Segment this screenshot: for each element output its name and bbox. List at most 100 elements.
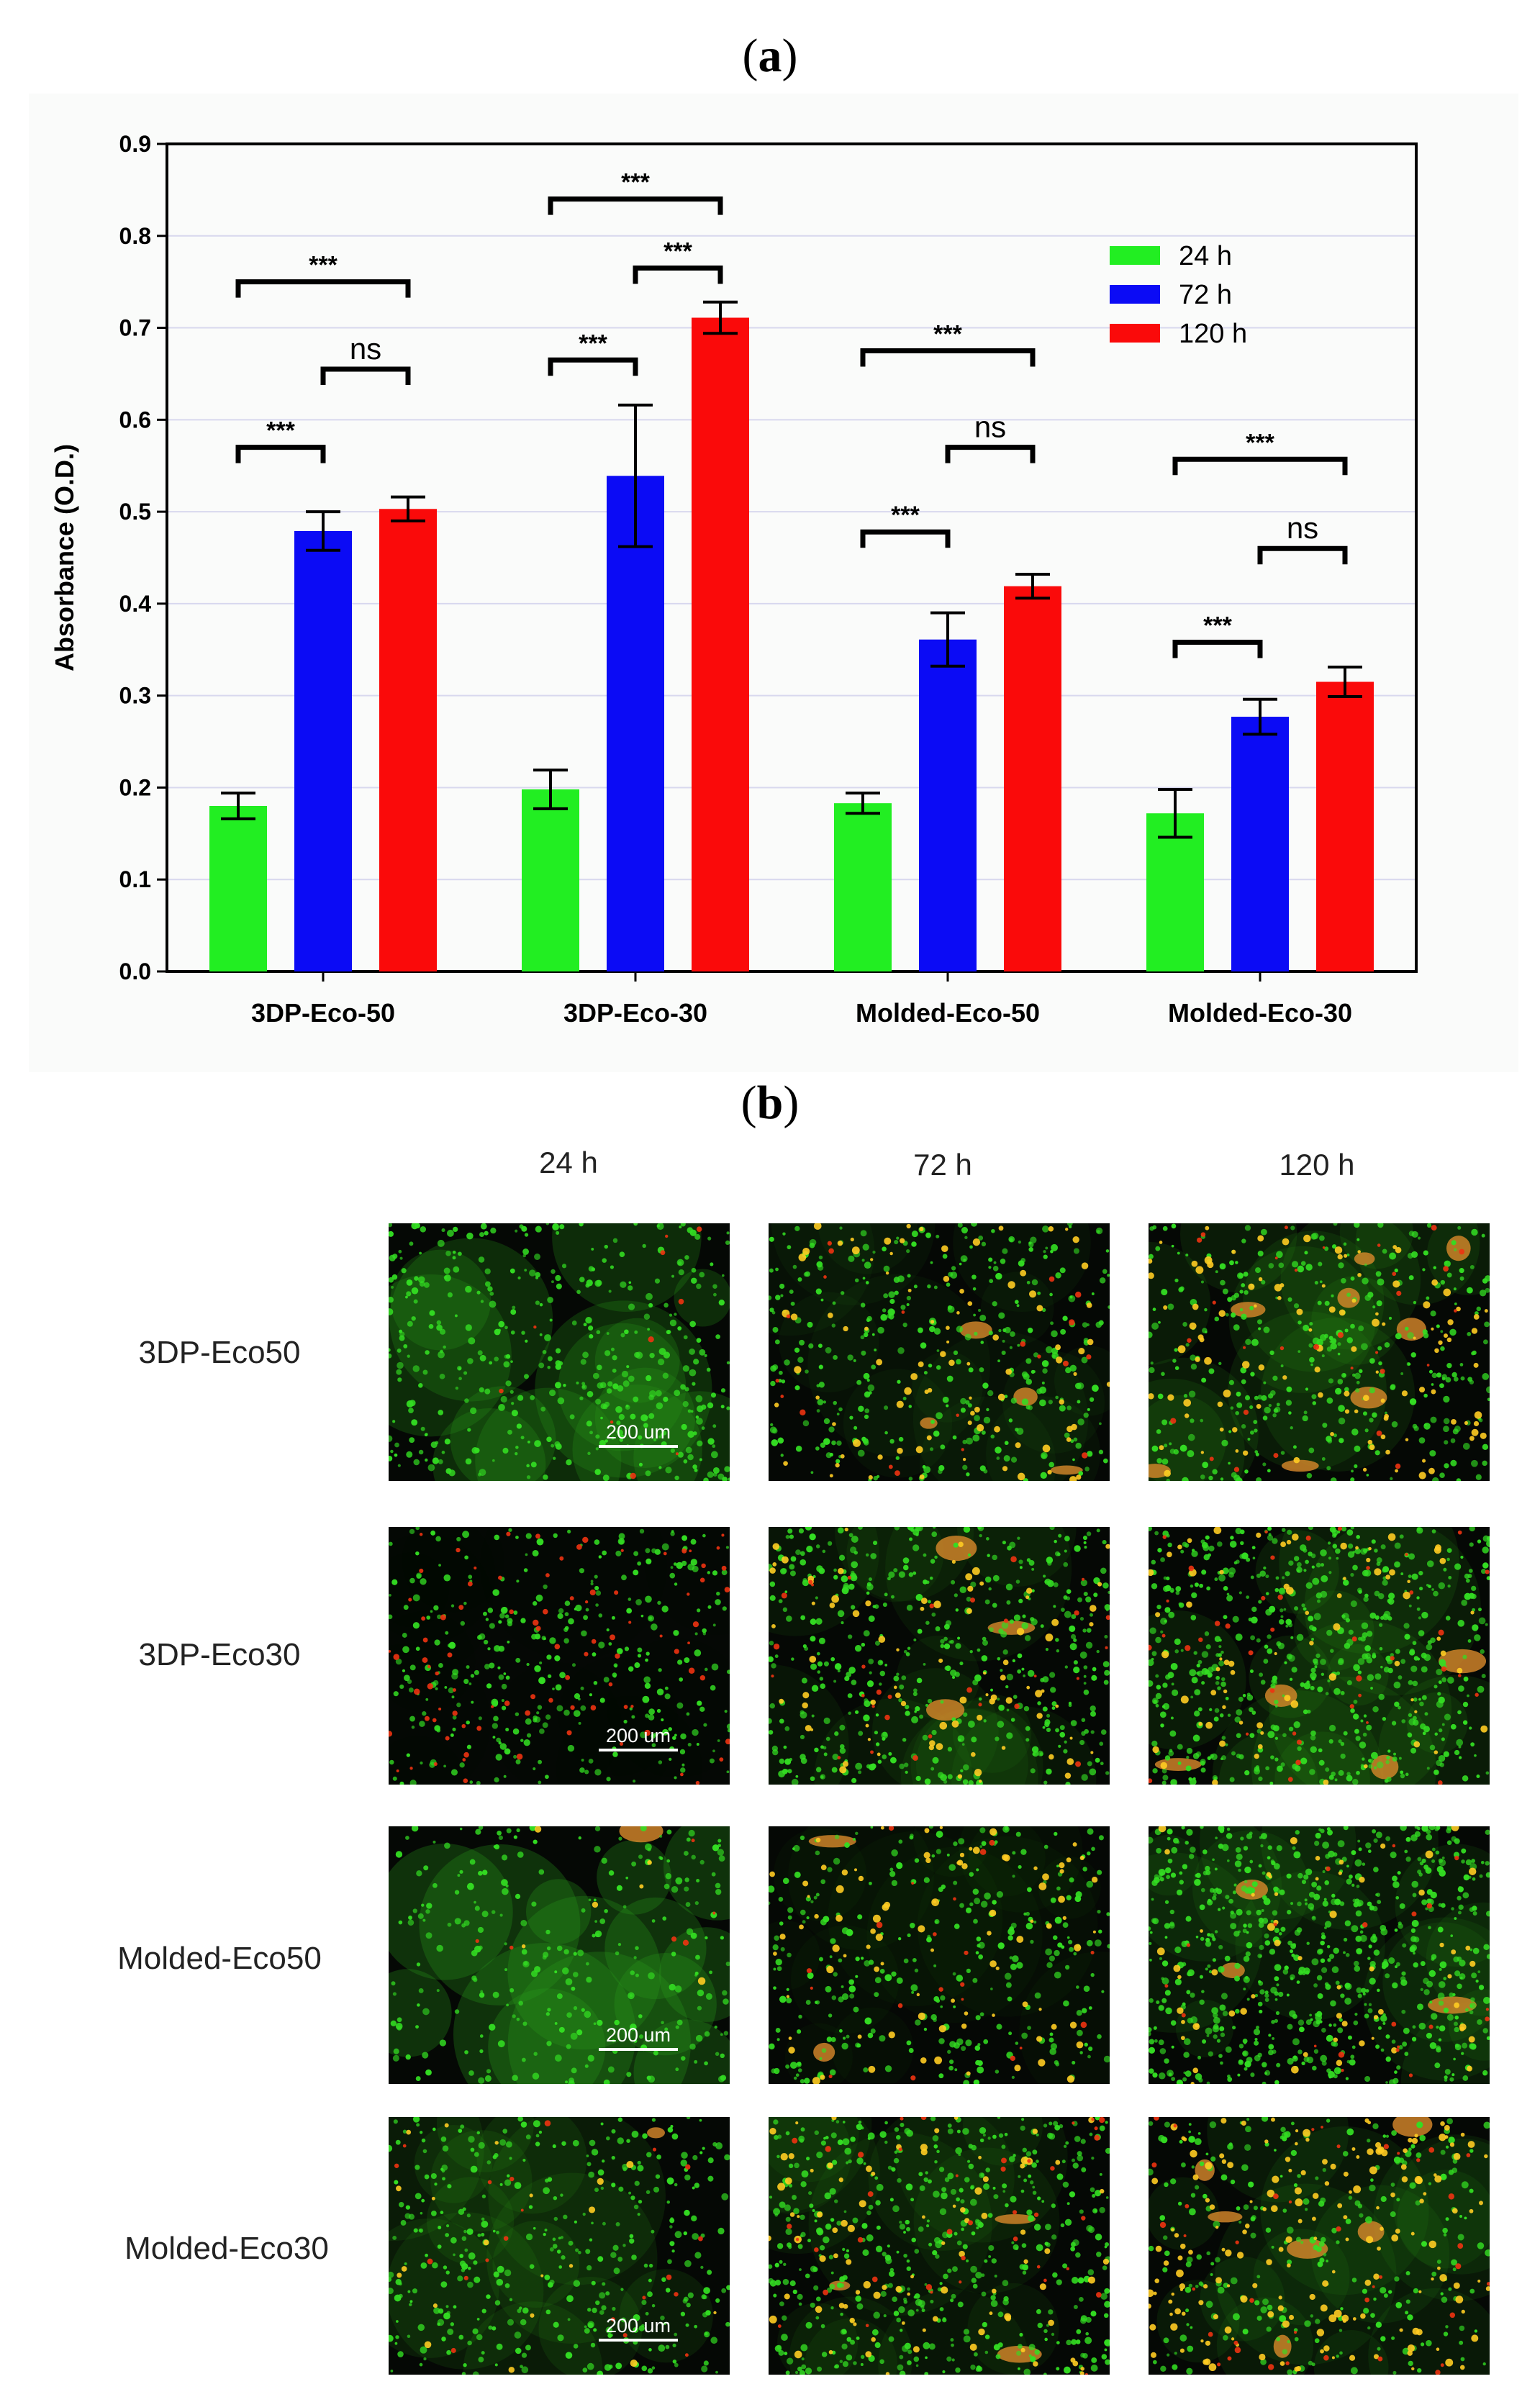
- significance-label: ns: [350, 332, 381, 366]
- micrograph: 200 um: [389, 1527, 730, 1785]
- micrograph: 200 um: [389, 2117, 730, 2375]
- significance-bracket: [1257, 545, 1348, 565]
- micrograph-cells: [769, 1527, 1110, 1785]
- column-header-24h: 24 h: [539, 1146, 598, 1179]
- bar: [294, 530, 352, 971]
- y-axis-label: Absorbance (O.D.): [50, 444, 79, 671]
- scale-bar-label: 200 um: [605, 2024, 671, 2046]
- x-tick-label: Molded-Eco-50: [856, 998, 1040, 1028]
- significance-label: ***: [1203, 612, 1232, 640]
- bar: [1146, 813, 1204, 971]
- y-tick-label: 0.5: [119, 499, 151, 525]
- column-header-120h: 120 h: [1279, 1148, 1355, 1182]
- legend-label: 24 h: [1179, 241, 1232, 271]
- y-tick-label: 0.8: [119, 223, 151, 249]
- micrograph-cells: [389, 1527, 730, 1785]
- scale-bar-line: [599, 1749, 678, 1751]
- significance-bracket: [860, 348, 1036, 367]
- micrograph: [1149, 1826, 1490, 2084]
- bar: [1004, 586, 1061, 971]
- scale-bar-line: [599, 2048, 678, 2051]
- scale-bar-line: [599, 1445, 678, 1448]
- significance-bracket: [235, 279, 411, 298]
- significance-label: ***: [891, 502, 920, 529]
- micrograph: [1149, 1527, 1490, 1785]
- legend-label: 72 h: [1179, 280, 1232, 310]
- bar: [607, 476, 664, 971]
- y-tick-label: 0.3: [119, 683, 151, 709]
- y-tick-label: 0.1: [119, 866, 151, 892]
- panel-a-label: (a): [742, 30, 798, 82]
- micrograph-cells: [769, 2117, 1110, 2375]
- x-tick-label: 3DP-Eco-50: [251, 998, 395, 1028]
- significance-bracket: [548, 357, 638, 376]
- bar: [1231, 717, 1289, 971]
- micrograph-cells: [1149, 1826, 1490, 2084]
- micrograph-cells: [1149, 2117, 1490, 2375]
- x-tick-label: Molded-Eco-30: [1168, 998, 1352, 1028]
- bar: [919, 639, 977, 971]
- micrograph-cells: [389, 2117, 730, 2375]
- legend-swatch: [1110, 285, 1160, 304]
- significance-label: ***: [663, 238, 692, 266]
- scale-bar: 200 um: [599, 2315, 678, 2342]
- plot-frame: [166, 142, 1418, 973]
- y-tick-label: 0.9: [119, 131, 151, 157]
- significance-label: ns: [974, 410, 1006, 444]
- micrograph-cells: [389, 1826, 730, 2084]
- panel-a-letter: a: [758, 30, 782, 82]
- y-tick-label: 0.6: [119, 407, 151, 432]
- panel-b-label: (b): [740, 1077, 800, 1129]
- y-tick-label: 0.7: [119, 315, 151, 341]
- bar: [379, 509, 437, 971]
- legend-label: 120 h: [1179, 319, 1247, 349]
- scale-bar: 200 um: [599, 1421, 678, 1448]
- scale-bar-label: 200 um: [605, 1725, 671, 1746]
- significance-bracket: [1172, 456, 1348, 476]
- significance-bracket: [860, 529, 951, 548]
- significance-label: ***: [266, 417, 295, 445]
- column-header-72h: 72 h: [913, 1148, 972, 1182]
- scale-bar-line: [599, 2339, 678, 2342]
- scale-bar-label: 200 um: [605, 1421, 671, 1443]
- significance-label: ns: [1287, 511, 1318, 545]
- significance-bracket: [235, 445, 326, 463]
- significance-label: ***: [621, 169, 650, 196]
- micrograph: [769, 1826, 1110, 2084]
- micrograph-cells: [1149, 1223, 1490, 1481]
- significance-label: ***: [579, 330, 607, 357]
- row-label-3dp-eco50: 3DP-Eco50: [138, 1335, 301, 1370]
- bar: [1316, 681, 1374, 971]
- bar: [522, 789, 579, 971]
- y-tick-label: 0.2: [119, 774, 151, 800]
- significance-label: ***: [933, 321, 962, 348]
- micrograph: [769, 2117, 1110, 2375]
- row-label-3dp-eco30: 3DP-Eco30: [138, 1637, 301, 1672]
- legend-swatch: [1110, 246, 1160, 265]
- micrograph-cells: [389, 1223, 730, 1481]
- micrograph: [1149, 2117, 1490, 2375]
- bar: [209, 806, 267, 971]
- micrograph: [769, 1223, 1110, 1481]
- micrograph-cells: [769, 1223, 1110, 1481]
- micrograph-cells: [769, 1826, 1110, 2084]
- micrograph: 200 um: [389, 1826, 730, 2084]
- scale-bar: 200 um: [599, 2024, 678, 2051]
- micrograph: [769, 1527, 1110, 1785]
- micrograph-cells: [1149, 1527, 1490, 1785]
- micrograph: 200 um: [389, 1223, 730, 1481]
- y-tick-label: 0.4: [119, 591, 152, 617]
- significance-bracket: [945, 445, 1036, 463]
- legend-swatch: [1110, 324, 1160, 343]
- significance-bracket: [633, 266, 723, 284]
- row-label-molded-eco50: Molded-Eco50: [117, 1941, 322, 1976]
- y-tick-label: 0.0: [119, 958, 151, 984]
- x-tick-label: 3DP-Eco-30: [563, 998, 707, 1028]
- significance-bracket: [548, 196, 723, 215]
- micrograph: [1149, 1223, 1490, 1481]
- bar: [692, 317, 749, 971]
- scale-bar-label: 200 um: [605, 2315, 671, 2337]
- significance-bracket: [1172, 640, 1263, 658]
- panel-b-letter: b: [756, 1077, 784, 1129]
- significance-label: ***: [309, 252, 338, 279]
